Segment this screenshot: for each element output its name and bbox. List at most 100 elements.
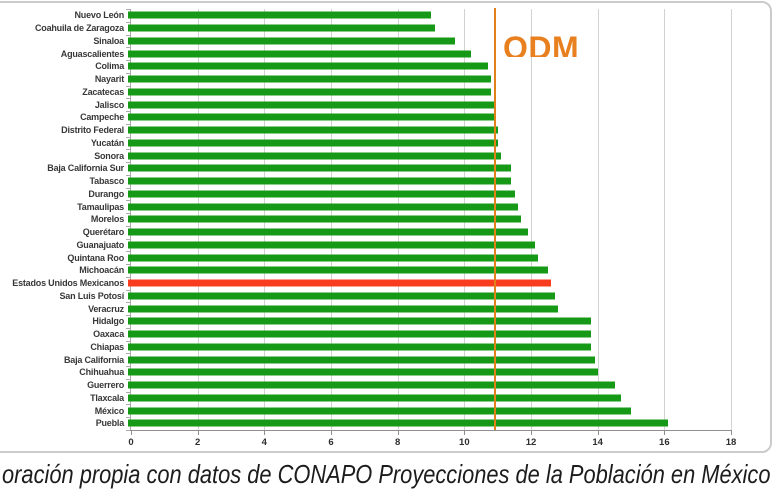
bar-row: Jalisco [0, 98, 731, 111]
bar-track [128, 124, 728, 137]
bar-row: Aguascalientes [0, 47, 731, 60]
bar [128, 368, 598, 376]
x-axis-tick [597, 431, 599, 435]
bar [128, 381, 615, 389]
category-tick [126, 430, 131, 431]
category-label: Oaxaca [93, 329, 124, 340]
x-axis-tick [464, 431, 466, 435]
x-axis-tick [397, 431, 399, 435]
bar-row: Baja California [0, 353, 731, 366]
category-label: Durango [88, 188, 124, 199]
category-label: Morelos [90, 214, 124, 225]
gridline [731, 9, 732, 430]
bar-row: Campeche [0, 111, 731, 124]
category-tick [126, 213, 131, 215]
category-axis-ticks [126, 9, 131, 431]
category-tick [126, 353, 131, 355]
bar [128, 37, 455, 45]
category-tick [126, 72, 131, 74]
x-tick-label: 12 [525, 437, 537, 448]
category-label: Tamaulipas [77, 201, 124, 212]
category-label: Puebla [95, 418, 125, 429]
x-axis-tick [131, 431, 132, 435]
category-tick [126, 123, 131, 125]
category-tick [126, 47, 131, 49]
category-tick [126, 404, 131, 406]
category-label: Coahuila de Zaragoza [34, 23, 124, 34]
bar-track [128, 162, 728, 175]
category-label: Jalisco [94, 99, 124, 110]
bar-rows: Nuevo León Coahuila de Zaragoza Sinaloa Agu… [0, 9, 731, 430]
bar [128, 139, 498, 147]
x-axis-tick [331, 431, 332, 435]
x-axis-tick [264, 431, 266, 435]
bar-track [128, 200, 728, 213]
bar [128, 50, 472, 58]
bar-track [128, 149, 728, 162]
x-tick-label: 0 [128, 437, 134, 448]
bar-row: Hidalgo [0, 315, 731, 328]
bar-row: Estados Unidos Mexicanos [0, 277, 731, 290]
bar-row: Puebla [0, 417, 731, 430]
bar [128, 394, 622, 402]
bar-row: Baja California Sur [0, 162, 731, 175]
bar-row: San Luis Potosí [0, 290, 731, 303]
bar-track [128, 353, 728, 366]
bar-track [128, 47, 728, 60]
bar [128, 113, 495, 121]
bar-track [128, 341, 728, 354]
source-caption: oración propia con datos de CONAPO Proye… [2, 459, 771, 489]
category-label: México [94, 405, 125, 416]
x-axis-tick [197, 431, 199, 435]
bar-row: Veracruz [0, 302, 731, 315]
category-tick [126, 60, 131, 62]
bar-row: Chihuahua [0, 366, 731, 379]
bar [128, 343, 592, 351]
bar-row: Tamaulipas [0, 200, 731, 213]
x-tick-label: 10 [459, 437, 470, 448]
bar-track [128, 251, 728, 264]
category-tick [126, 21, 131, 23]
bar-track [128, 73, 728, 86]
bar-row: Nuevo León [0, 9, 731, 22]
odm-reference-line [494, 8, 497, 430]
bar-row: Guerrero [0, 379, 731, 392]
category-tick [126, 251, 131, 253]
category-label: Michoacán [79, 265, 124, 276]
gridline [531, 9, 532, 430]
category-tick [126, 276, 131, 278]
bar [128, 279, 552, 287]
category-label: Colima [95, 61, 124, 72]
category-tick [126, 366, 131, 368]
category-label: Guerrero [87, 380, 124, 391]
bar-row: Oaxaca [0, 328, 731, 341]
category-tick [126, 391, 131, 393]
x-tick-label: 8 [395, 437, 401, 448]
gridline [597, 9, 599, 430]
x-tick-label: 14 [592, 437, 603, 448]
bar [128, 407, 632, 415]
category-label: Veracruz [88, 303, 124, 314]
bar [128, 190, 515, 198]
category-tick [126, 302, 131, 304]
bar-track [128, 366, 728, 379]
category-tick [126, 162, 131, 164]
bar [128, 356, 595, 364]
category-label: Baja California Sur [47, 163, 124, 174]
bar-row: Querétaro [0, 226, 731, 239]
bar-track [128, 137, 728, 150]
category-label: Guanajuato [76, 239, 124, 250]
bar [128, 228, 528, 236]
bar [128, 330, 592, 338]
bar [128, 419, 668, 427]
bar-track [128, 22, 728, 35]
category-tick [126, 9, 131, 10]
category-tick [126, 85, 131, 87]
bar-row: Distrito Federal [0, 124, 731, 137]
bar-track [128, 264, 728, 277]
bar-track [128, 60, 728, 73]
category-label: Sinaloa [93, 35, 124, 46]
bar [128, 152, 502, 160]
category-label: Yucatán [90, 137, 124, 148]
bar-row: Sonora [0, 149, 731, 162]
